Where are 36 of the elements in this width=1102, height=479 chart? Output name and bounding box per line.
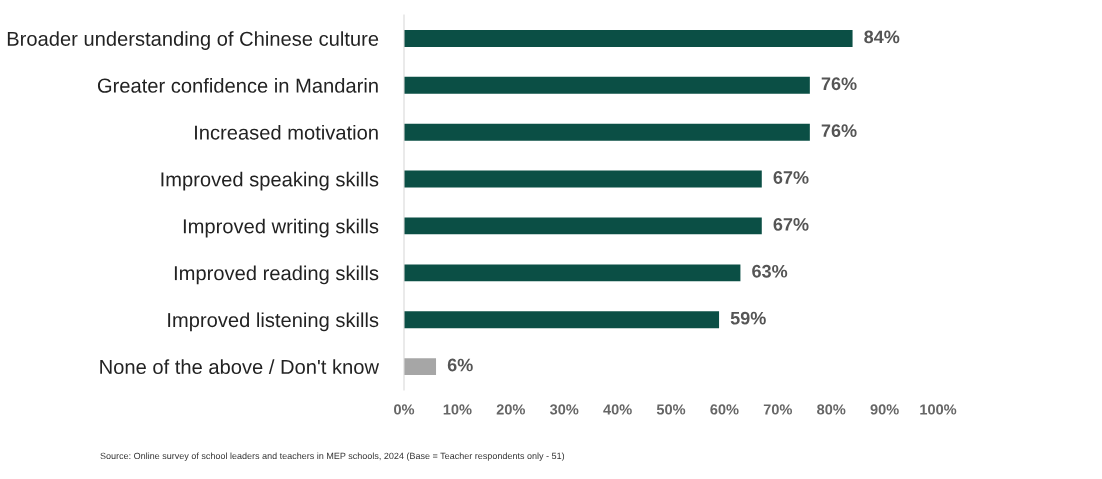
y-tick-label: Broader understanding of Chinese culture [7, 31, 379, 50]
bar [404, 311, 720, 329]
source-note: Source: Online survey of school leaders and teachers in MEP schools, 2024 (Base = Teacher respondents only - 51) [100, 452, 565, 461]
x-tick-label: 50% [656, 404, 686, 415]
data-label: 76% [821, 124, 857, 138]
x-tick-label: 80% [817, 404, 846, 415]
x-tick-label: 20% [496, 404, 526, 415]
x-tick-label: 90% [870, 404, 899, 415]
bar [404, 30, 853, 47]
y-tick-label: Improved listening skills [168, 312, 379, 332]
x-tick-label: 60% [710, 404, 739, 415]
data-label: 67% [773, 171, 809, 184]
y-tick-label: Improved writing skills [183, 218, 379, 238]
bar [404, 123, 810, 141]
y-tick-label: Greater confidence in Mandarin [97, 78, 378, 93]
x-tick-label: 0% [394, 404, 415, 415]
data-label: 6% [447, 358, 473, 372]
data-label: 76% [821, 77, 857, 91]
data-label: 63% [752, 264, 788, 278]
bar [404, 217, 762, 235]
bar [404, 170, 762, 188]
x-tick-label: 100% [920, 404, 957, 415]
x-tick-label: 10% [443, 404, 472, 415]
data-label: 84% [864, 30, 900, 44]
data-label: 59% [730, 311, 766, 325]
y-tick-label: Improved reading skills [174, 265, 379, 285]
bar [404, 264, 741, 282]
y-tick-label: None of the above / Don't know [100, 359, 380, 375]
bar [404, 76, 810, 94]
x-tick-label: 30% [549, 404, 579, 415]
x-tick-label: 70% [763, 404, 793, 415]
y-tick-label: Improved speaking skills [161, 171, 379, 191]
x-tick-label: 40% [603, 404, 632, 415]
y-tick-label: Increased motivation [195, 124, 378, 140]
bar [404, 358, 437, 375]
data-label: 67% [773, 218, 809, 231]
